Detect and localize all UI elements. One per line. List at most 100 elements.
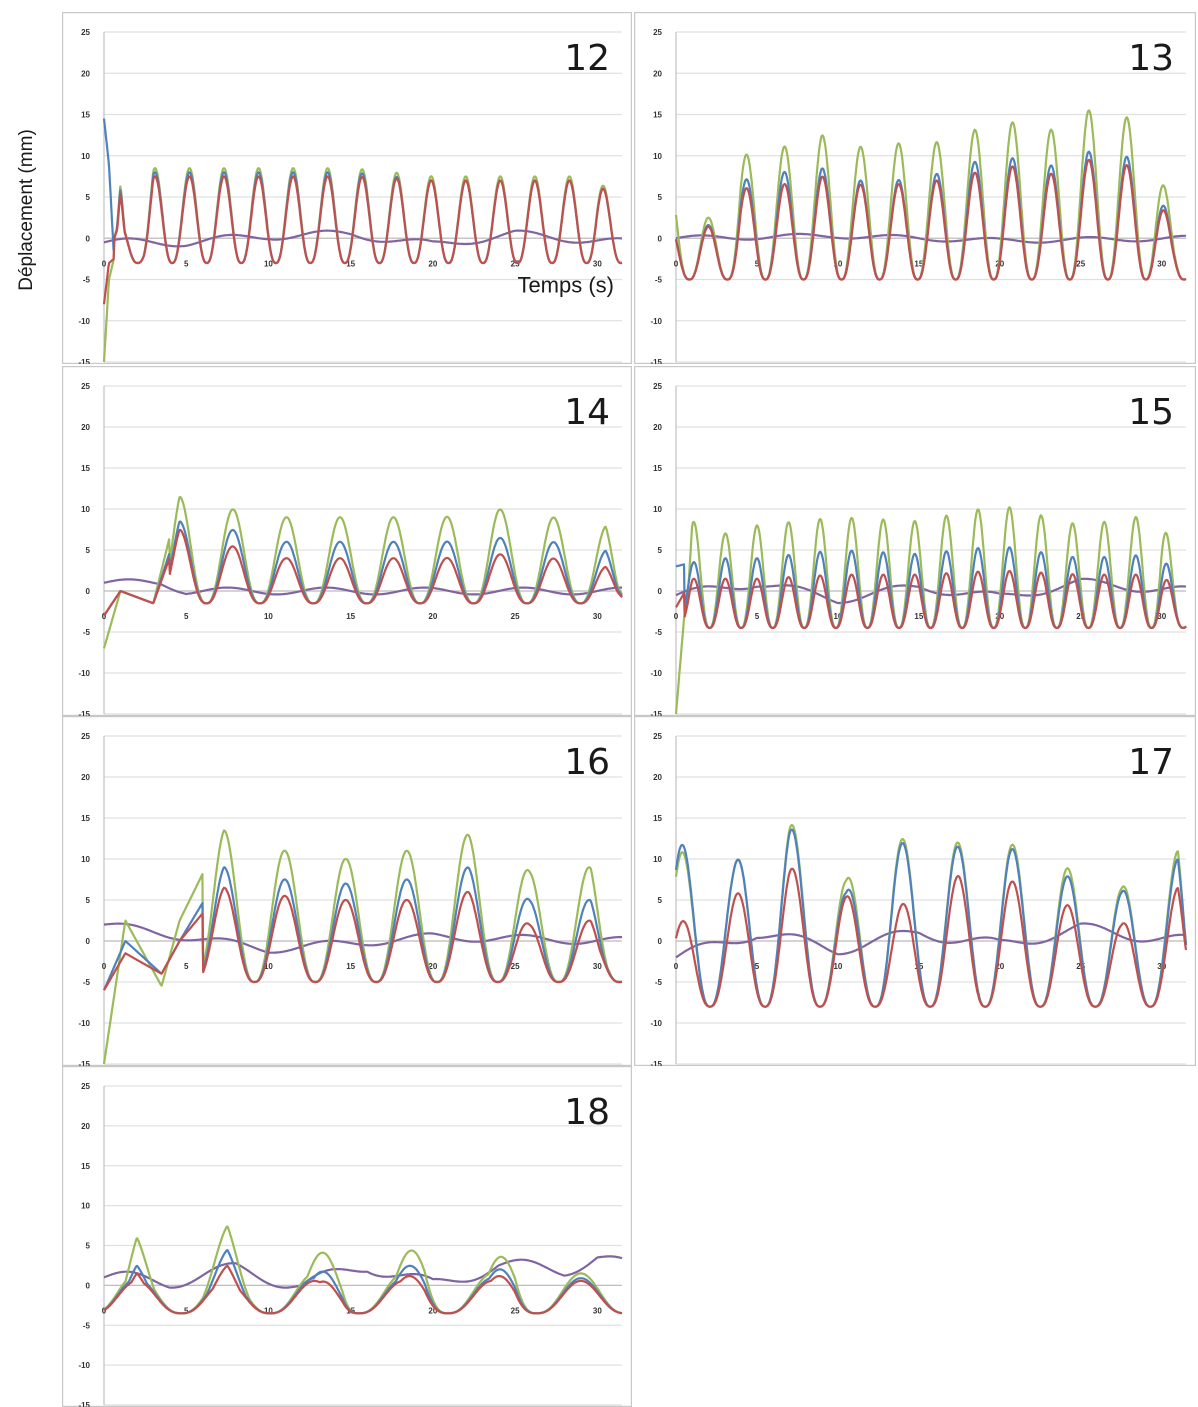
series-lines [674,824,1188,1008]
x-tick-label: 25 [511,612,520,621]
panel-frame [634,716,1196,1066]
x-tick-label: 5 [184,259,189,268]
y-tick-label: 20 [653,69,662,78]
panel-title: 13 [1128,38,1174,79]
y-tick-label: 25 [81,382,90,391]
y-tick-label: -15 [650,1060,662,1066]
x-tick-label: 30 [1157,259,1166,268]
y-tick-label: 15 [81,464,90,473]
x-tick-label: 10 [833,259,842,268]
x-tick-label: 0 [102,259,107,268]
y-tick-label: -5 [83,276,91,285]
y-tick-label: 0 [658,234,663,243]
panel-title: 12 [564,38,610,79]
y-tick-label: 10 [81,855,90,864]
y-tick-label: 5 [86,193,91,202]
y-tick-label: 10 [653,855,662,864]
x-tick-label: 15 [346,612,355,621]
x-tick-label: 0 [102,612,107,621]
y-tick-label: 15 [653,814,662,823]
x-tick-label: 25 [511,962,520,971]
series-line-red [103,1264,623,1315]
x-tick-label: 15 [346,259,355,268]
x-tick-label: 25 [1076,612,1085,621]
y-tick-label: 10 [653,505,662,514]
y-tick-label: 25 [653,732,662,741]
series-line-blue [102,866,623,991]
y-tick-label: 20 [81,69,90,78]
panel-frame [62,366,632,716]
x-tick-label: 10 [264,259,273,268]
x-tick-label: 20 [995,962,1004,971]
y-tick-label: 0 [658,587,663,596]
y-tick-label: -15 [78,1401,90,1407]
series-line-red [103,886,623,991]
x-tick-label: 10 [264,962,273,971]
y-tick-label: 0 [86,1281,91,1290]
series-line-purple [103,229,623,248]
gridlines [676,31,1186,363]
x-tick-label: 25 [1076,259,1085,268]
y-tick-label: -5 [83,628,91,637]
x-tick-label: 5 [184,1306,189,1315]
y-tick-label: -10 [78,1019,90,1028]
x-tick-label: 20 [428,259,437,268]
y-tick-label: 25 [653,28,662,37]
y-tick-label: 5 [86,896,91,905]
chart-panel-14: -15 -10 -5 0 5 10 15 20 25 0 5 10 15 20 25 30 14 [62,366,632,716]
series-line-red [675,569,1187,629]
y-tick-label: 5 [658,896,663,905]
y-tick-label: 0 [86,234,91,243]
series-line-green [102,167,623,363]
panel-title: 15 [1128,392,1174,433]
y-tick-label: -5 [655,276,663,285]
panel-title: 17 [1128,742,1174,783]
x-tick-label: 5 [184,612,189,621]
panel-title: 18 [564,1092,610,1133]
y-tick-label: 10 [81,152,90,161]
series-lines [674,109,1187,281]
x-tick-label: 30 [1157,612,1166,621]
x-tick-label: 10 [264,1306,273,1315]
y-tick-label: 25 [81,732,90,741]
y-tick-label: -10 [78,317,90,326]
y-tick-label: 5 [658,546,663,555]
y-tick-label: -15 [78,1060,90,1066]
y-tick-label: 15 [653,111,662,120]
x-tick-label: 30 [593,962,602,971]
y-tick-label: -15 [650,710,662,716]
panel-frame [634,12,1196,364]
x-tick-label: 5 [755,612,760,621]
x-tick-label: 0 [674,259,679,268]
series-line-purple [675,922,1187,959]
panel-frame [62,716,632,1066]
panel-title: 16 [564,742,610,783]
y-tick-label: -10 [650,669,662,678]
y-axis-title-text: Déplacement (mm) [16,129,37,291]
y-tick-label: 25 [81,1082,90,1091]
y-tick-label: 25 [653,382,662,391]
y-tick-label: 10 [81,505,90,514]
y-tick-label: 0 [86,587,91,596]
y-tick-label: 20 [81,423,90,432]
series-lines [102,495,623,649]
series-lines [102,118,623,363]
chart-panel-16: -15 -10 -5 0 5 10 15 20 25 0 5 10 15 20 25 30 16 [62,716,632,1066]
series-lines [103,1225,623,1315]
x-tick-label: 10 [833,962,842,971]
x-tick-label: 10 [264,612,273,621]
x-tick-label: 0 [674,612,679,621]
series-line-red [674,158,1187,281]
x-tick-label: 0 [674,962,679,971]
x-tick-label: 0 [102,962,107,971]
y-tick-label: -10 [78,669,90,678]
x-axis-title: Temps (s) [517,272,614,297]
panel-title: 14 [564,392,610,433]
y-tick-label: 15 [81,1162,90,1171]
y-tick-label: -5 [83,1321,91,1330]
panel-frame [634,366,1196,716]
y-tick-label: -10 [78,1361,90,1370]
